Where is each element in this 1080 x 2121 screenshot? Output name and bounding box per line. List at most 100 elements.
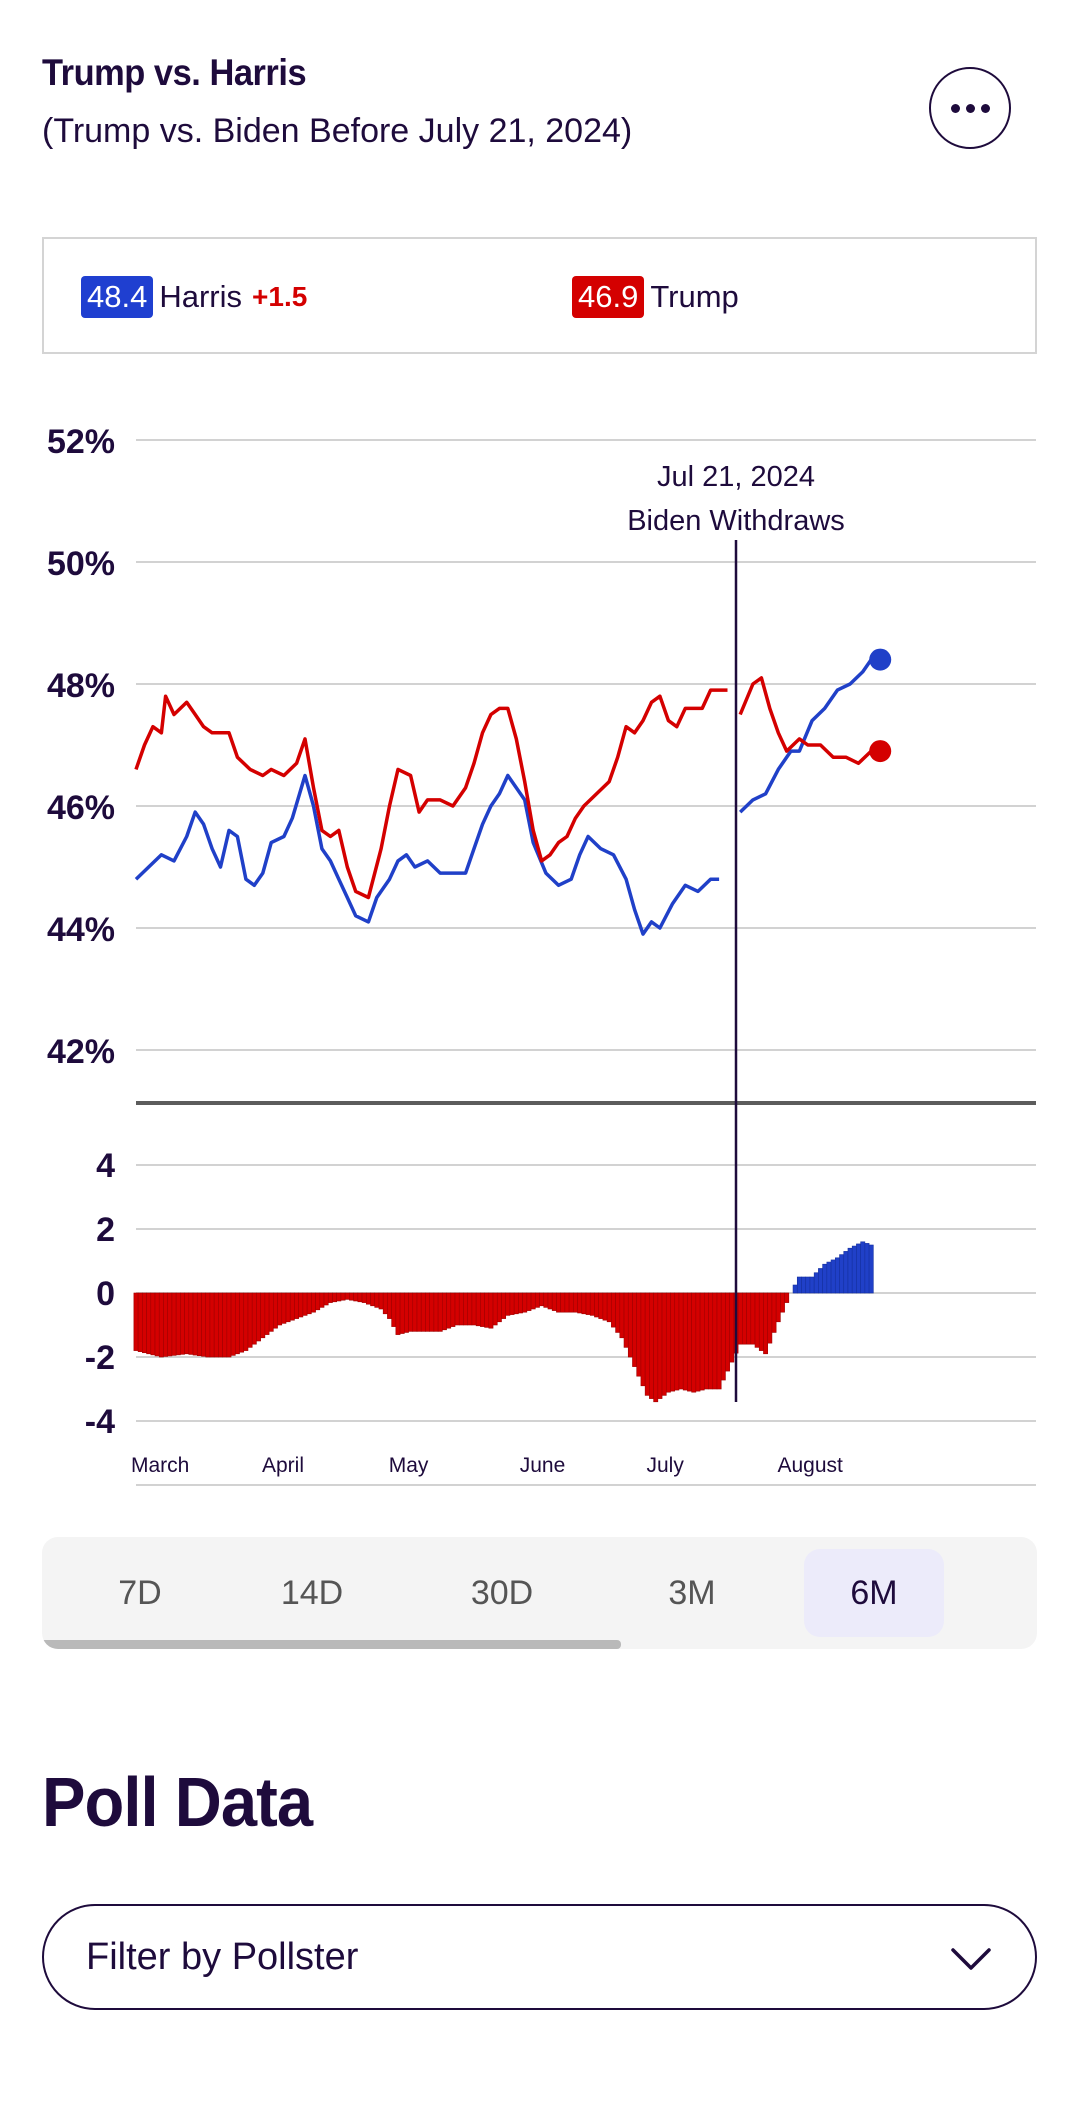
spread-bar [822,1263,828,1294]
spread-bar [598,1292,604,1319]
spread-bar [695,1292,701,1392]
more-options-button[interactable] [929,67,1011,149]
spread-bar [775,1292,781,1323]
spread-bar [302,1292,308,1316]
spread-bar [361,1292,367,1303]
spread-bar [767,1292,773,1344]
harris-lead-delta: +1.5 [252,281,308,312]
spread-bar [374,1292,380,1308]
range-option-30d[interactable]: 30D [470,1573,534,1612]
spread-bar [412,1292,418,1332]
spread-bar [720,1292,726,1381]
filter-by-pollster-dropdown[interactable]: Filter by Pollster [42,1904,1037,2010]
spread-bar [357,1292,363,1303]
spread-bar [665,1292,671,1393]
spread-bar [353,1292,359,1302]
spread-bar [277,1292,283,1326]
spread-bar [864,1243,870,1294]
spread-bar [323,1292,329,1306]
spread-bar [365,1292,371,1305]
spread-bar [209,1292,215,1358]
spread-bar [556,1292,561,1313]
spread-bar [649,1292,654,1399]
harris-value-badge: 48.4 [81,276,154,318]
spread-bar [467,1292,473,1326]
range-option-3m[interactable]: 3M [668,1573,716,1612]
spread-bar [387,1292,392,1319]
spread-bar [192,1292,198,1356]
spread-bar [834,1257,840,1294]
end-marker-trump [869,740,892,763]
spread-bar [543,1292,549,1308]
spread-bar [251,1292,257,1345]
spread-bar [818,1268,823,1294]
y-tick-label: 46% [47,789,115,827]
spread-bar [602,1292,608,1321]
series-line-harris [738,658,873,814]
spread-bar [340,1292,346,1301]
spread-bar [404,1292,409,1333]
spread-bar [856,1243,861,1294]
y-tick-label: 48% [47,667,115,705]
spread-bar [763,1292,768,1355]
spread-bar [505,1292,511,1316]
spread-bar [327,1292,333,1303]
filter-label: Filter by Pollster [86,1936,359,1978]
end-marker-harris [869,648,892,671]
spread-bar [522,1292,528,1313]
spread-bar [184,1292,190,1355]
range-option-1y[interactable]: 1Y [1010,1549,1037,1637]
spread-bar [218,1292,223,1358]
spread-bar [729,1292,735,1363]
spread-bar [526,1292,532,1311]
spread-bar [589,1292,595,1316]
spread-bar [226,1292,232,1358]
spread-bar [492,1292,498,1326]
section-title: Poll Data [42,1763,313,1841]
spread-bar [201,1292,207,1357]
spread-bar [801,1276,807,1294]
spread-bar [699,1292,705,1391]
range-option-7d[interactable]: 7D [118,1573,162,1612]
spread-bar [420,1292,426,1332]
spread-bar [657,1292,663,1399]
spread-bar [606,1292,612,1323]
x-tick-label: May [389,1454,429,1477]
spread-bar [716,1292,722,1390]
spread-bar [289,1292,295,1321]
spread-bar [188,1292,194,1355]
spread-bar [568,1292,574,1313]
series-line-trump [134,688,728,900]
x-tick-label: June [520,1454,566,1477]
annotation-label: Biden Withdraws [627,505,845,537]
x-tick-label: July [646,1454,684,1477]
spread-bar [273,1292,278,1329]
trump-name: Trump [650,279,739,314]
spread-bar [843,1251,849,1294]
legend-trump: 46.9 Trump [572,276,739,318]
spread-bar [484,1292,490,1328]
spread-bar [142,1292,147,1354]
spread-bar [158,1292,164,1358]
spread-y-tick-label: 2 [96,1211,115,1249]
spread-bar [336,1292,342,1302]
spread-bar [311,1292,316,1313]
range-option-14d[interactable]: 14D [280,1573,344,1612]
spread-bar [433,1292,439,1332]
spread-bar [560,1292,566,1313]
spread-bar [213,1292,219,1358]
range-scrollbar[interactable] [42,1640,621,1649]
spread-bar [234,1292,240,1355]
spread-bar [636,1292,642,1377]
spread-bar [264,1292,270,1335]
spread-bar [437,1292,443,1332]
spread-bar [180,1292,185,1355]
x-tick-label: April [262,1454,304,1477]
spread-bar [399,1292,405,1334]
spread-bar [796,1276,802,1294]
more-horizontal-icon-dot [965,103,975,113]
spread-y-tick-label: -2 [85,1339,115,1377]
spread-bar [534,1292,540,1308]
spread-bar [285,1292,291,1323]
range-option-6m[interactable]: 6M [804,1549,944,1637]
